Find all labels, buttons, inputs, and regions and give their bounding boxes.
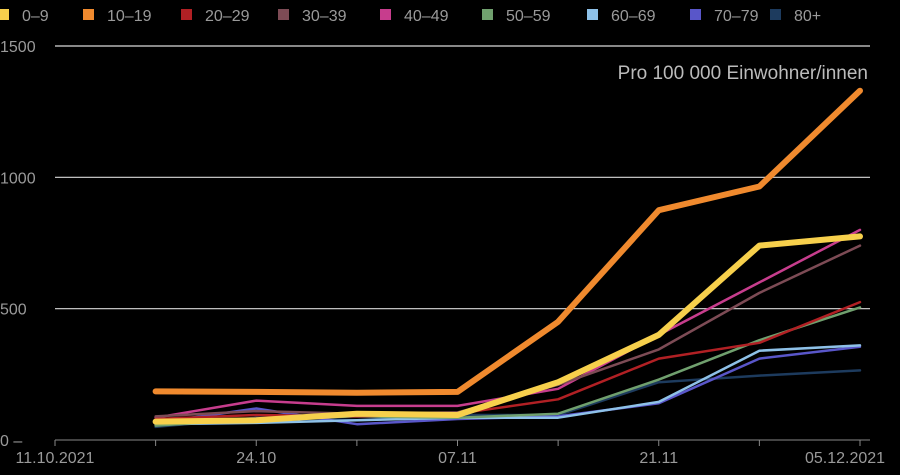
legend-swatch bbox=[181, 9, 192, 20]
legend-swatch bbox=[0, 9, 9, 20]
legend-label: 60–69 bbox=[611, 8, 656, 25]
series-line-10–19 bbox=[152, 87, 863, 396]
legend: 0–9 10–19 20–29 30–39 40–49 50–59 60–69 70–79 80… bbox=[0, 8, 821, 25]
series-line-0–9 bbox=[152, 233, 863, 425]
y-tick-label: 1000 bbox=[0, 170, 36, 187]
legend-swatch bbox=[278, 9, 289, 20]
legend-label: 20–29 bbox=[205, 8, 250, 25]
x-tick-label: 05.12.2021 bbox=[805, 450, 885, 467]
y-tick-label: 0 – bbox=[0, 433, 22, 450]
x-tick-label: 11.10.2021 bbox=[16, 450, 95, 467]
y-tick-label: 1500 bbox=[0, 39, 36, 56]
x-tick-label: 21.11 bbox=[639, 450, 678, 467]
legend-swatch bbox=[380, 9, 391, 20]
y-tick-label: 500 bbox=[0, 302, 27, 319]
legend-label: 50–59 bbox=[506, 8, 551, 25]
series-line-20–29 bbox=[154, 300, 862, 421]
legend-swatch bbox=[770, 9, 781, 20]
legend-label: 40–49 bbox=[404, 8, 449, 25]
x-tick-label: 07.11 bbox=[438, 450, 477, 467]
chart-annotation: Pro 100 000 Einwohner/innen bbox=[618, 63, 868, 84]
series-line-60–69 bbox=[154, 344, 862, 426]
series-lines bbox=[152, 87, 863, 429]
legend-label: 70–79 bbox=[714, 8, 759, 25]
legend-label: 30–39 bbox=[302, 8, 347, 25]
legend-label: 0–9 bbox=[22, 8, 49, 25]
x-tick-label: 24.10 bbox=[236, 450, 276, 467]
series-line-50–59 bbox=[154, 306, 862, 427]
legend-label: 80+ bbox=[794, 8, 821, 25]
legend-swatch bbox=[587, 9, 598, 20]
axes: 11.10.2021 24.10 07.11 21.11 05.12.2021 bbox=[16, 439, 885, 467]
legend-swatch bbox=[690, 9, 701, 20]
legend-swatch bbox=[83, 9, 94, 20]
legend-label: 10–19 bbox=[107, 8, 152, 25]
grid: 0 – 500 1000 1500 bbox=[0, 39, 870, 450]
legend-swatch bbox=[482, 9, 493, 20]
